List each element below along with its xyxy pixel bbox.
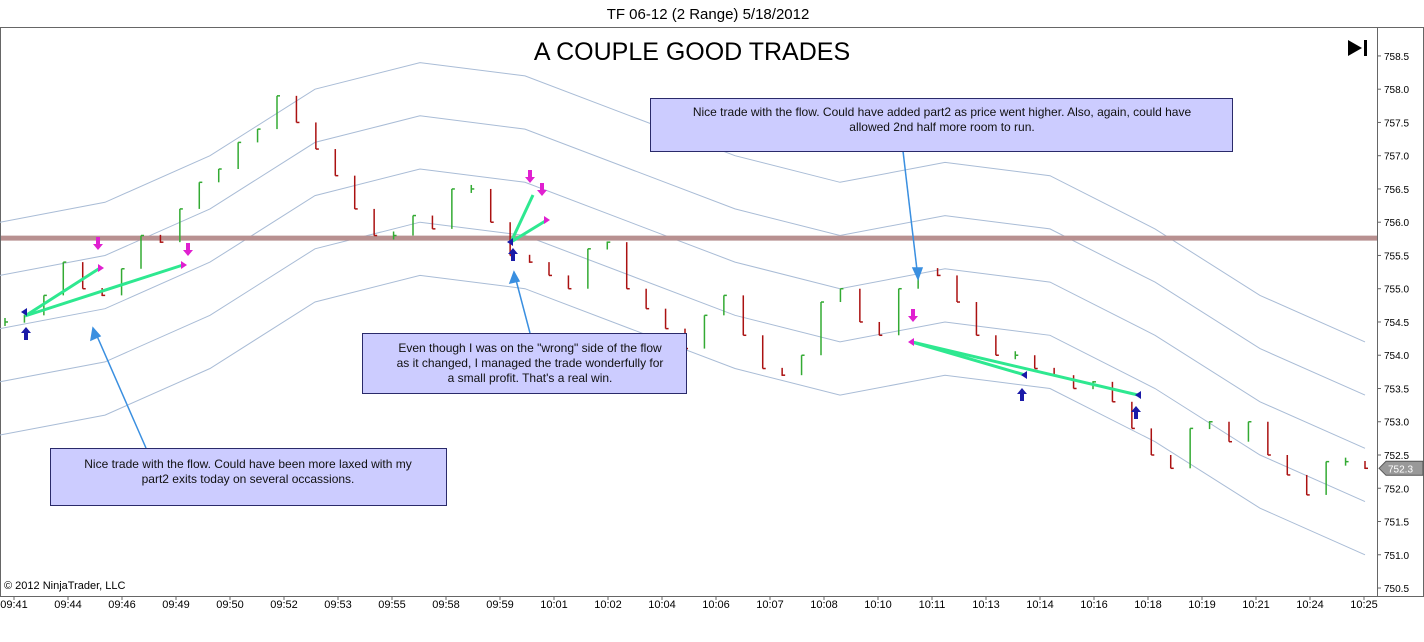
band-line	[0, 168, 1366, 449]
x-tick-label: 10:10	[864, 599, 892, 611]
x-tick-label: 10:11	[919, 599, 946, 611]
x-tick-label: 10:02	[594, 599, 622, 611]
y-tick-label: 752.0	[1384, 484, 1409, 495]
copyright: © 2012 NinjaTrader, LLC	[4, 580, 125, 592]
x-tick-label: 10:01	[540, 599, 568, 611]
x-tick-label: 10:14	[1026, 599, 1054, 611]
x-tick-label: 10:04	[648, 599, 676, 611]
x-tick-label: 10:24	[1296, 599, 1324, 611]
annotation-line: allowed 2nd half more room to run.	[849, 120, 1034, 134]
y-tick-label: 755.0	[1384, 285, 1409, 296]
annotation-line: Even though I was on the "wrong" side of…	[398, 341, 662, 355]
y-tick-label: 750.5	[1384, 584, 1409, 595]
y-tick-label: 754.0	[1384, 351, 1409, 362]
y-tick-label: 756.5	[1384, 185, 1409, 196]
annotation: Nice trade with the flow. Could have bee…	[50, 448, 447, 506]
x-tick-label: 10:13	[972, 599, 1000, 611]
annotation-line: Nice trade with the flow. Could have bee…	[84, 457, 412, 471]
header: TF 06-12 (2 Range) 5/18/2012	[607, 6, 810, 23]
x-tick-label: 10:19	[1188, 599, 1216, 611]
x-tick-label: 09:59	[486, 599, 514, 611]
annotation-line: a small profit. That's a real win.	[448, 371, 613, 385]
annotation: Even though I was on the "wrong" side of…	[362, 333, 687, 394]
y-tick-label: 752.5	[1384, 451, 1409, 462]
annotation: Nice trade with the flow. Could have add…	[650, 98, 1233, 152]
annotation-line: Nice trade with the flow. Could have add…	[693, 105, 1192, 119]
band-line	[0, 221, 1366, 503]
x-tick-label: 09:58	[432, 599, 460, 611]
exit-arrows	[93, 170, 918, 346]
go-end-icon[interactable]	[1348, 40, 1367, 56]
last-price-label: 752.3	[1388, 464, 1413, 475]
x-tick-label: 09:44	[54, 599, 82, 611]
x-tick-label: 09:52	[270, 599, 298, 611]
y-tick-label: 751.5	[1384, 518, 1409, 529]
trade-lines	[24, 194, 1139, 397]
x-tick-label: 10:07	[756, 599, 784, 611]
y-tick-label: 755.5	[1384, 251, 1409, 262]
last-price-tag	[1378, 460, 1424, 476]
entry-arrows	[21, 238, 1141, 419]
x-tick-label: 09:50	[216, 599, 244, 611]
annotation-line: part2 exits today on several occassions.	[142, 472, 355, 486]
x-tick-label: 09:46	[108, 599, 136, 611]
y-tick-label: 757.5	[1384, 118, 1409, 129]
x-tick-label: 10:08	[810, 599, 838, 611]
y-tick-label: 757.0	[1384, 152, 1409, 163]
y-tick-label: 753.5	[1384, 384, 1409, 395]
x-tick-label: 10:25	[1350, 599, 1378, 611]
chart-title: A COUPLE GOOD TRADES	[534, 38, 850, 66]
x-tick-label: 10:18	[1134, 599, 1162, 611]
x-tick-label: 09:53	[324, 599, 352, 611]
band-line	[0, 115, 1366, 396]
annotation-line: as it changed, I managed the trade wonde…	[397, 356, 664, 370]
callout-arrows	[90, 150, 924, 449]
x-tick-label: 10:06	[702, 599, 730, 611]
y-tick-label: 753.0	[1384, 418, 1409, 429]
x-tick-label: 09:49	[162, 599, 190, 611]
x-tick-label: 10:21	[1242, 599, 1270, 611]
y-tick-label: 758.5	[1384, 52, 1409, 63]
y-tick-label: 758.0	[1384, 85, 1409, 96]
y-tick-label: 756.0	[1384, 218, 1409, 229]
x-tick-label: 10:16	[1080, 599, 1108, 611]
y-tick-label: 751.0	[1384, 551, 1409, 562]
x-tick-label: 09:41	[0, 599, 28, 611]
y-tick-label: 754.5	[1384, 318, 1409, 329]
x-tick-label: 09:55	[378, 599, 406, 611]
